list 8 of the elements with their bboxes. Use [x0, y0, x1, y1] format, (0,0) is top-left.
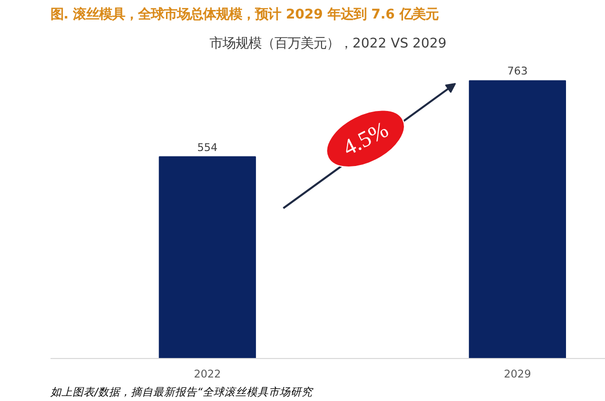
chart-subtitle: 市场规模（百万美元），2022 VS 2029: [210, 36, 446, 52]
text: 如上图表/数据，摘自最新报告“全球滚丝模具市场研究: [50, 386, 314, 398]
annotation: 4.5%: [338, 116, 392, 160]
x-tick-label: 2022: [194, 368, 221, 380]
chart-title: 图. 滚丝模具，全球市场总体规模，预计 2029 年达到 7.6 亿美元: [50, 6, 438, 22]
data-label: 763: [507, 64, 528, 78]
data-label: 554: [197, 140, 218, 154]
x-tick-label: 2029: [504, 368, 532, 380]
